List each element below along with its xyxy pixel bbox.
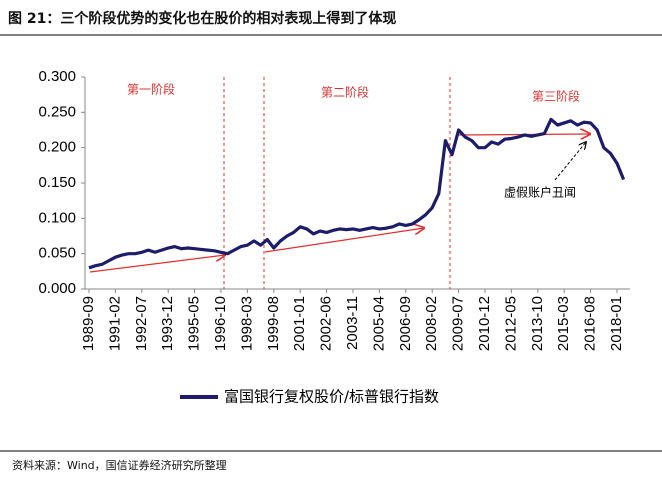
- x-tick-label: 1989-09: [80, 296, 97, 351]
- arrow: [554, 142, 586, 181]
- x-tick-label: 2012-05: [502, 296, 519, 351]
- y-tick-label: 0.300: [38, 68, 76, 85]
- x-tick-label: 2013-10: [529, 296, 546, 351]
- y-tick-label: 0.150: [38, 174, 76, 191]
- x-tick-label: 1998-03: [238, 296, 255, 351]
- annotation: 第一阶段: [127, 82, 175, 97]
- source: 资料来源：Wind，国信证券经济研究所整理: [12, 458, 227, 472]
- arrow: [264, 228, 424, 253]
- y-tick-label: 0.100: [38, 209, 76, 226]
- x-tick-label: 2003-11: [344, 296, 361, 350]
- x-tick-label: 2006-09: [397, 296, 414, 351]
- x-tick-label: 1996-10: [212, 296, 229, 351]
- x-tick-label: 2018-01: [608, 296, 625, 351]
- y-tick-label: 0.250: [38, 103, 76, 120]
- legend-label: 富国银行复权股价/标普银行指数: [224, 388, 439, 406]
- x-tick-label: 1999-08: [265, 296, 282, 351]
- x-tick-label: 1991-02: [106, 296, 123, 351]
- x-tick-label: 2008-02: [423, 296, 440, 351]
- x-tick-label: 2016-08: [582, 296, 599, 351]
- x-tick-label: 2001-01: [291, 296, 308, 351]
- arrow: [89, 255, 225, 273]
- x-tick-label: 1992-07: [133, 296, 150, 351]
- x-tick-label: 2002-06: [318, 296, 335, 351]
- page-title: 图 21：三个阶段优势的变化也在股价的相对表现上得到了体现: [8, 10, 396, 27]
- x-tick-label: 1995-05: [186, 296, 203, 351]
- x-tick-label: 2005-04: [370, 296, 387, 351]
- x-tick-label: 2010-12: [476, 296, 493, 351]
- x-tick-label: 1993-12: [159, 296, 176, 351]
- annotation: 第三阶段: [532, 89, 580, 104]
- y-tick-label: 0.000: [38, 280, 76, 297]
- data-line: [88, 117, 626, 270]
- x-tick-label: 2009-07: [450, 296, 467, 351]
- x-tick-label: 2015-03: [555, 296, 572, 351]
- annotation: 第二阶段: [321, 85, 369, 100]
- annotation: 虚假账户丑闻: [504, 185, 576, 200]
- y-tick-label: 0.200: [38, 139, 76, 156]
- y-tick-label: 0.050: [38, 245, 76, 262]
